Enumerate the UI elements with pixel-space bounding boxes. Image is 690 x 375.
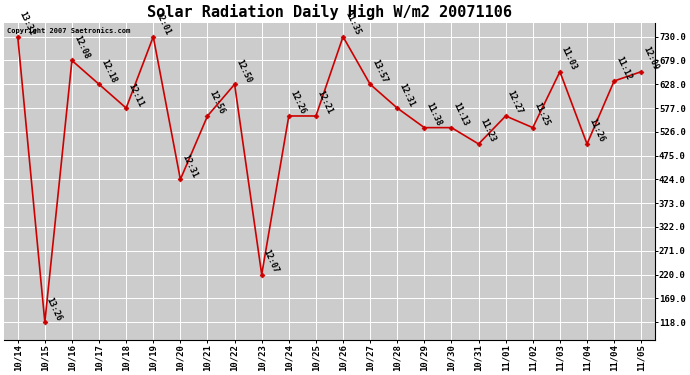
Text: 12:31: 12:31 bbox=[180, 153, 199, 179]
Text: 11:03: 11:03 bbox=[560, 45, 579, 72]
Text: 12:18: 12:18 bbox=[99, 58, 118, 84]
Text: 11:38: 11:38 bbox=[424, 101, 443, 128]
Text: 12:01: 12:01 bbox=[153, 10, 172, 37]
Text: 13:26: 13:26 bbox=[45, 296, 63, 322]
Text: 13:57: 13:57 bbox=[370, 58, 389, 84]
Text: 11:13: 11:13 bbox=[451, 101, 470, 128]
Text: 11:35: 11:35 bbox=[343, 10, 362, 37]
Text: 12:26: 12:26 bbox=[289, 90, 308, 116]
Text: 11:26: 11:26 bbox=[587, 117, 606, 144]
Text: 11:23: 11:23 bbox=[479, 117, 497, 144]
Text: 12:09: 12:09 bbox=[641, 45, 660, 72]
Text: 12:27: 12:27 bbox=[506, 90, 524, 116]
Text: 12:08: 12:08 bbox=[72, 34, 90, 60]
Text: 12:07: 12:07 bbox=[262, 248, 280, 274]
Text: 12:50: 12:50 bbox=[235, 58, 253, 84]
Text: 12:31: 12:31 bbox=[397, 82, 416, 108]
Text: Copyright 2007 Saetronics.com: Copyright 2007 Saetronics.com bbox=[8, 27, 130, 34]
Text: 11:25: 11:25 bbox=[533, 101, 551, 128]
Title: Solar Radiation Daily High W/m2 20071106: Solar Radiation Daily High W/m2 20071106 bbox=[147, 4, 512, 20]
Text: 11:12: 11:12 bbox=[614, 54, 633, 81]
Text: 12:21: 12:21 bbox=[316, 90, 335, 116]
Text: 12:11: 12:11 bbox=[126, 82, 145, 108]
Text: 13:31: 13:31 bbox=[18, 10, 37, 37]
Text: 12:56: 12:56 bbox=[208, 90, 226, 116]
